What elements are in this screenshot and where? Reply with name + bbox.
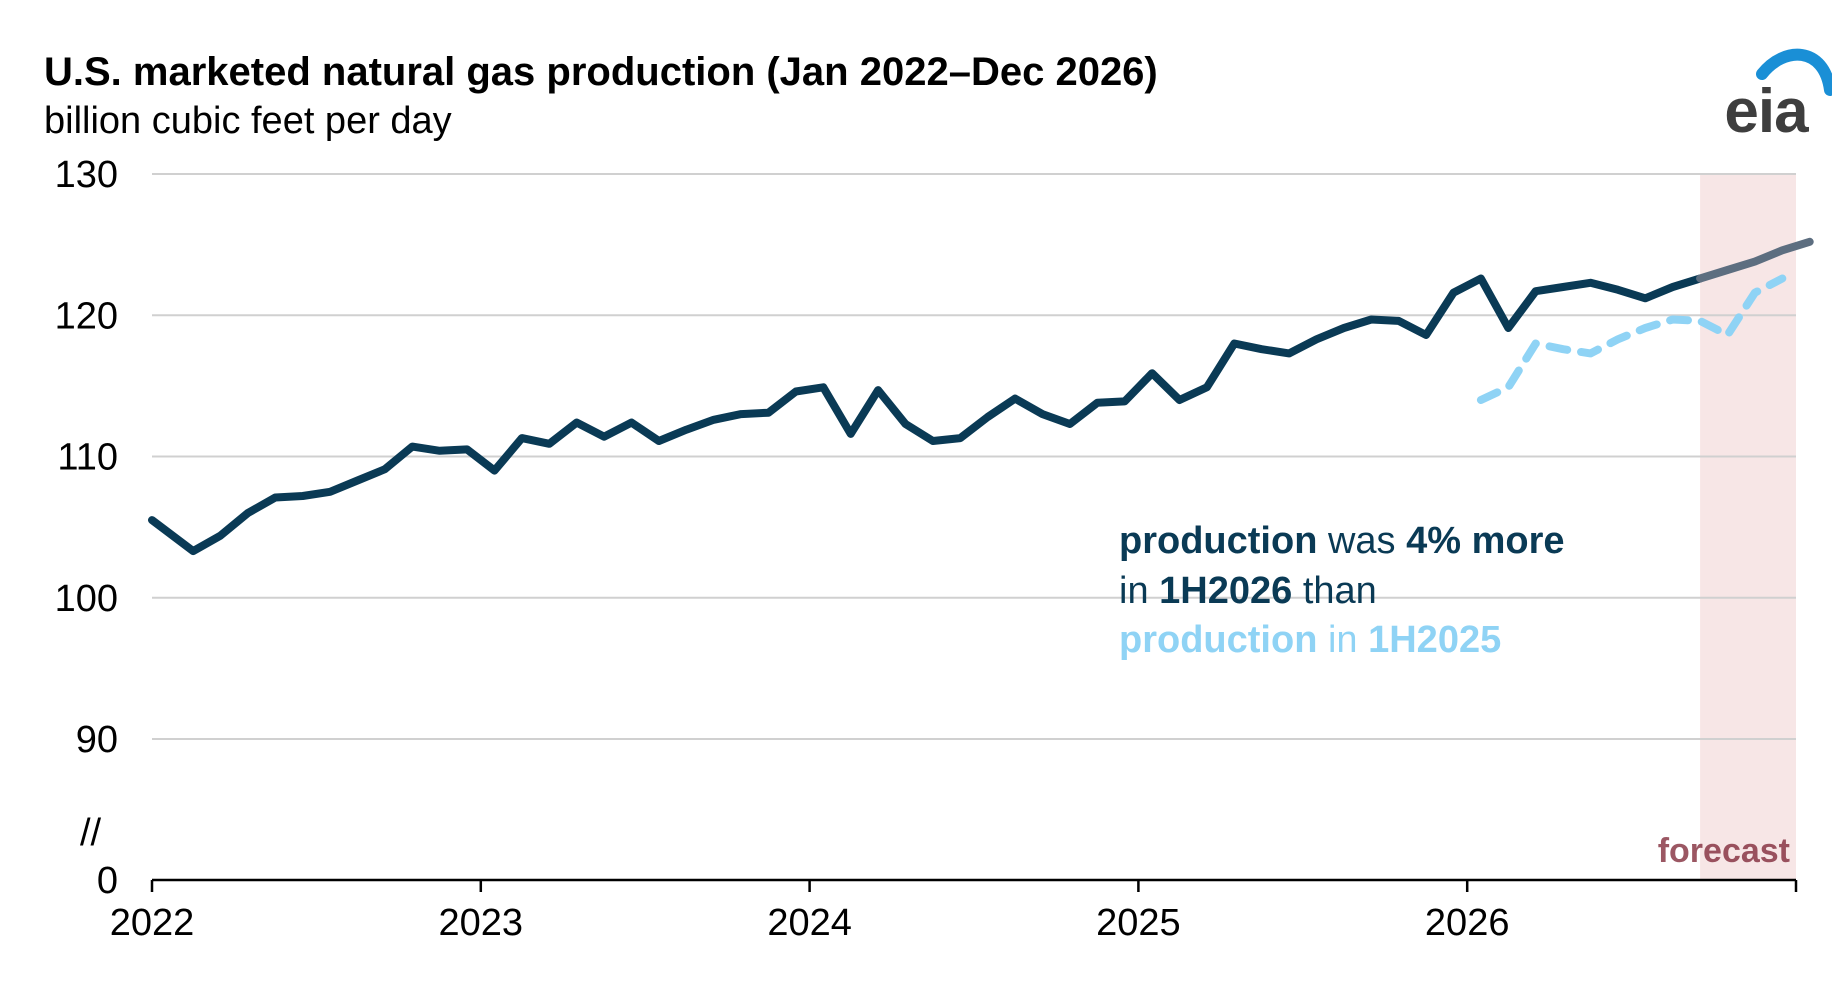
y-tick-label: 130	[55, 154, 118, 196]
forecast-label: forecast	[1658, 832, 1790, 870]
annotation-in-light: in	[1317, 619, 1368, 661]
forecast-shade	[1700, 174, 1796, 880]
annotation-1h2026: 1H2026	[1159, 570, 1292, 612]
x-tick-label: 2023	[439, 902, 524, 944]
gridlines	[152, 173, 1796, 740]
annotation-in: in	[1119, 570, 1159, 612]
annotation-4pct-more: 4% more	[1406, 520, 1564, 562]
x-tick-label: 2022	[110, 902, 195, 944]
series-line-history	[148, 274, 1705, 556]
annotation-production-bold: production	[1119, 520, 1317, 562]
x-tick-label: 2025	[1096, 902, 1181, 944]
eia-logo-icon: eia	[1700, 40, 1836, 148]
logo-arc	[1756, 48, 1836, 96]
series-lines	[148, 237, 1814, 556]
x-axis: 2022 2023 2024 2025 2026	[110, 878, 1798, 944]
logo-text: eia	[1724, 77, 1808, 146]
annotation-than: than	[1292, 570, 1377, 612]
y-tick-label: 90	[76, 719, 118, 761]
y-tick-label: 0	[97, 860, 118, 902]
y-axis-ticks: 0 90 100 110 120 130	[55, 154, 118, 902]
chart-title: U.S. marketed natural gas production (Ja…	[44, 50, 1158, 94]
chart-subtitle: billion cubic feet per day	[44, 100, 452, 142]
annotation-production-light: production	[1119, 619, 1317, 661]
axis-break-mark: //	[80, 812, 102, 854]
x-tick-label: 2026	[1425, 902, 1510, 944]
series-line-forecast	[1696, 237, 1814, 283]
y-tick-label: 120	[55, 295, 118, 337]
annotation-was: was	[1317, 520, 1406, 562]
annotation-line-2: in 1H2026 than	[1119, 570, 1377, 612]
x-tick-label: 2024	[767, 902, 852, 944]
y-tick-label: 110	[57, 437, 118, 479]
series-line-comparison	[1476, 274, 1787, 404]
annotation-line-1: production was 4% more	[1119, 520, 1565, 562]
y-tick-label: 100	[55, 578, 118, 620]
annotation-1h2025: 1H2025	[1368, 619, 1501, 661]
annotation-line-3: production in 1H2025	[1119, 619, 1501, 661]
